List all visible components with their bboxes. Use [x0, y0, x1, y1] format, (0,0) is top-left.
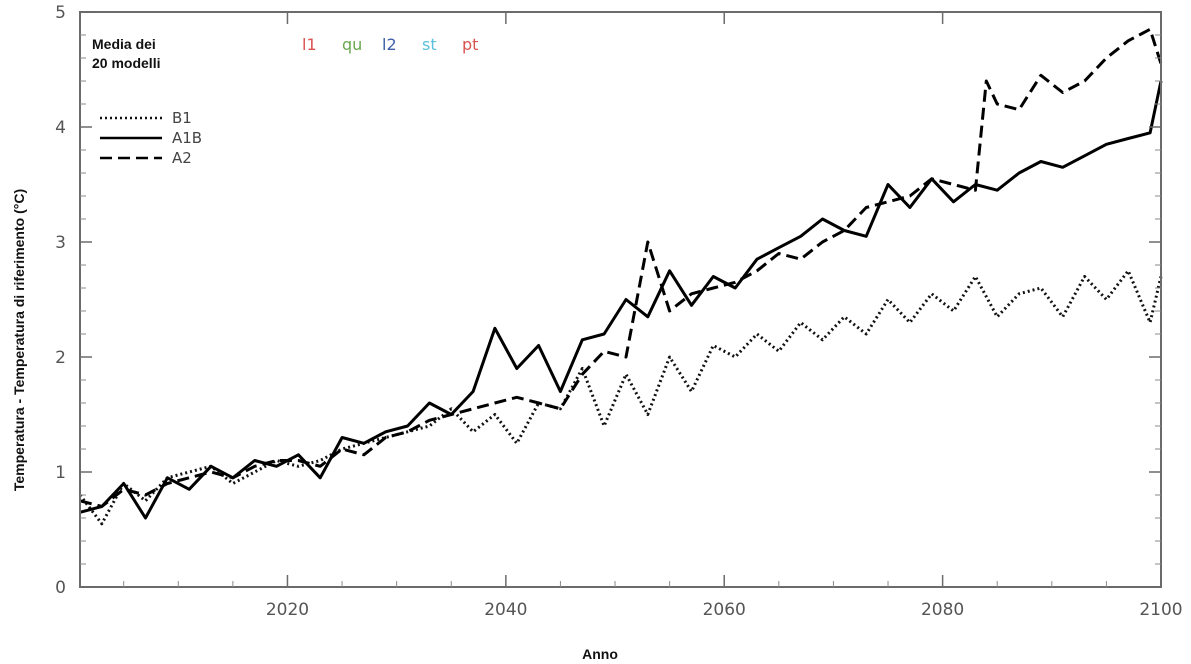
y-tick-label: 5 [55, 3, 66, 23]
y-tick-label: 3 [55, 233, 66, 253]
annotation-line-1: Media dei [92, 36, 156, 52]
y-tick-label: 2 [55, 348, 66, 368]
x-tick-label: 2100 [1139, 600, 1182, 620]
axis-ticks: 2020 2040 2060 2080 2100 0 1 2 3 4 5 [55, 3, 1182, 620]
model-label-l1: l1 [302, 35, 317, 54]
legend-label-b1: B1 [172, 109, 192, 127]
y-tick-label: 0 [55, 578, 66, 598]
legend-label-a2: A2 [172, 149, 192, 167]
annotation-line-2: 20 modelli [92, 55, 160, 71]
series-layer [78, 27, 1163, 526]
plot-area-frame [79, 11, 1162, 588]
legend: B1 A1B A2 [100, 109, 202, 167]
series-line-a1b [79, 80, 1163, 520]
y-tick-label: 1 [55, 463, 66, 483]
model-labels: l1 qu l2 st pt [302, 35, 478, 54]
x-tick-label: 2080 [921, 600, 964, 620]
y-axis-title: Temperatura - Temperatura di riferimento… [11, 189, 27, 491]
model-label-qu: qu [342, 35, 362, 54]
x-tick-label: 2020 [266, 600, 309, 620]
model-label-st: st [422, 35, 437, 54]
series-line-a2 [79, 27, 1163, 508]
x-tick-label: 2040 [484, 600, 527, 620]
model-label-l2: l2 [382, 35, 397, 54]
y-tick-label: 4 [55, 118, 66, 138]
x-tick-label: 2060 [703, 600, 746, 620]
legend-label-a1b: A1B [172, 129, 202, 147]
x-axis-title: Anno [582, 646, 618, 662]
model-label-pt: pt [462, 35, 478, 54]
